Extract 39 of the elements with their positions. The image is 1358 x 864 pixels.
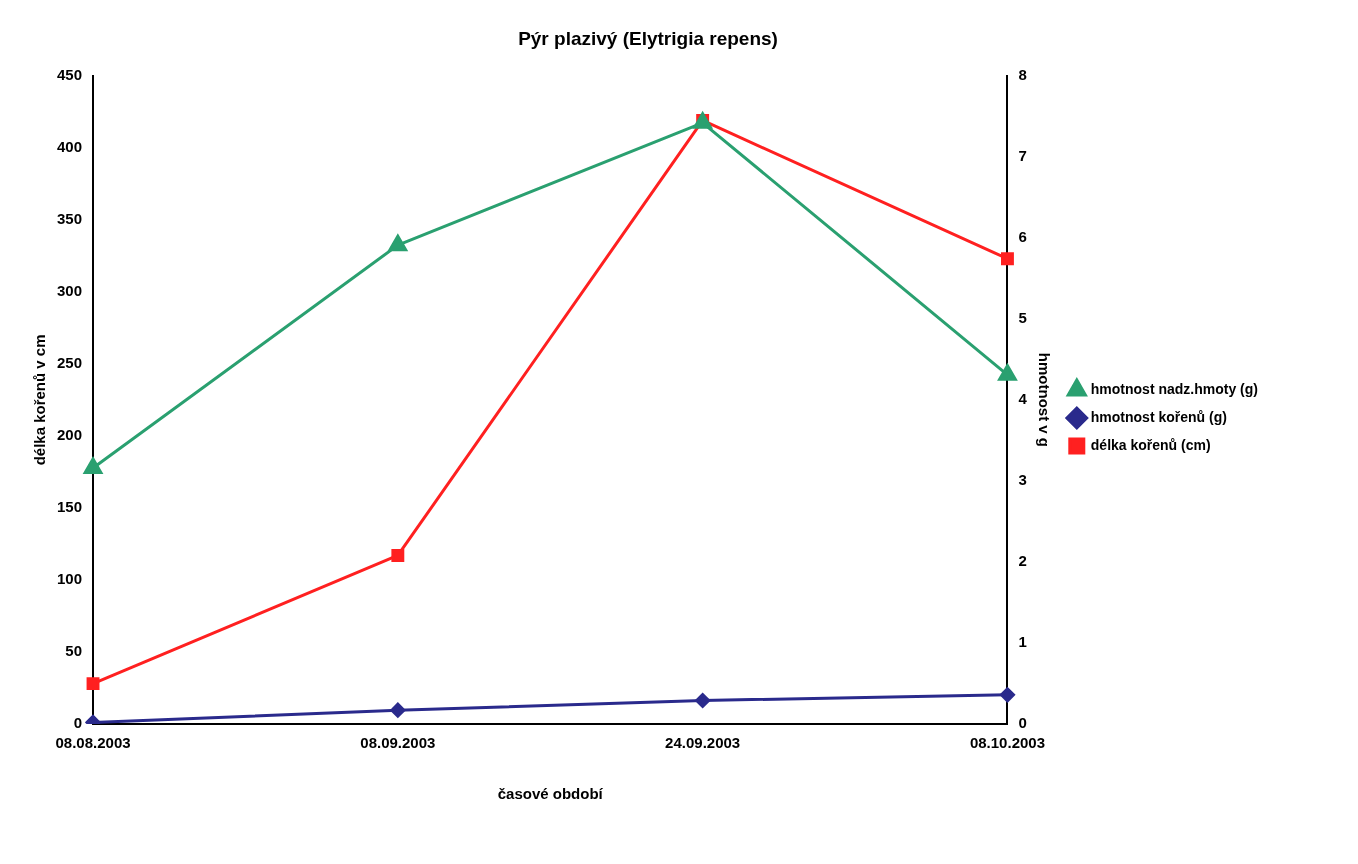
x-axis-title: časové období — [497, 785, 604, 803]
y2-tick-label: 5 — [1018, 309, 1027, 327]
point — [1001, 252, 1014, 266]
x-tick-label: 08.10.2003 — [969, 734, 1045, 752]
y-tick-label: 300 — [57, 282, 83, 300]
y2-tick-label: 1 — [1018, 633, 1027, 651]
y-tick-label: 50 — [65, 642, 83, 660]
point — [388, 234, 408, 252]
y-tick-label: 150 — [57, 498, 83, 516]
chart-title: Pýr plazivý (Elytrigia repens) — [518, 27, 778, 49]
y-tick-label: 450 — [57, 65, 83, 83]
y2-tick-label: 4 — [1018, 390, 1028, 408]
point — [83, 457, 103, 474]
point — [695, 693, 711, 708]
point — [999, 687, 1015, 703]
y2-tick-label: 7 — [1018, 146, 1027, 164]
y2-tick-label: 0 — [1018, 714, 1027, 732]
y2-tick-label: 3 — [1018, 471, 1027, 489]
x-tick-label: 24.09.2003 — [665, 734, 741, 752]
x-tick-label: 08.09.2003 — [360, 734, 436, 752]
y2-axis-title: hmotnost v g — [1035, 352, 1053, 447]
y2-tick-label: 8 — [1018, 65, 1027, 83]
x-tick-label: 08.08.2003 — [55, 734, 131, 752]
y-tick-label: 250 — [57, 354, 83, 372]
y2-tick-label: 2 — [1018, 552, 1027, 570]
y-tick-label: 0 — [73, 714, 83, 732]
legend-label: délka kořenů (cm) — [1090, 436, 1211, 453]
legend-label: hmotnost kořenů (g) — [1090, 408, 1227, 425]
y-axis-title: délka kořenů v cm — [31, 334, 49, 466]
legend-label: hmotnost nadz.hmoty (g) — [1090, 380, 1258, 397]
point — [391, 549, 405, 562]
y-tick-label: 400 — [57, 137, 83, 155]
point — [998, 364, 1017, 381]
point — [86, 677, 100, 691]
y-tick-label: 350 — [57, 209, 83, 227]
y-tick-label: 200 — [57, 426, 83, 444]
y-tick-label: 100 — [57, 570, 83, 588]
point — [390, 702, 406, 718]
y2-tick-label: 6 — [1018, 227, 1027, 245]
